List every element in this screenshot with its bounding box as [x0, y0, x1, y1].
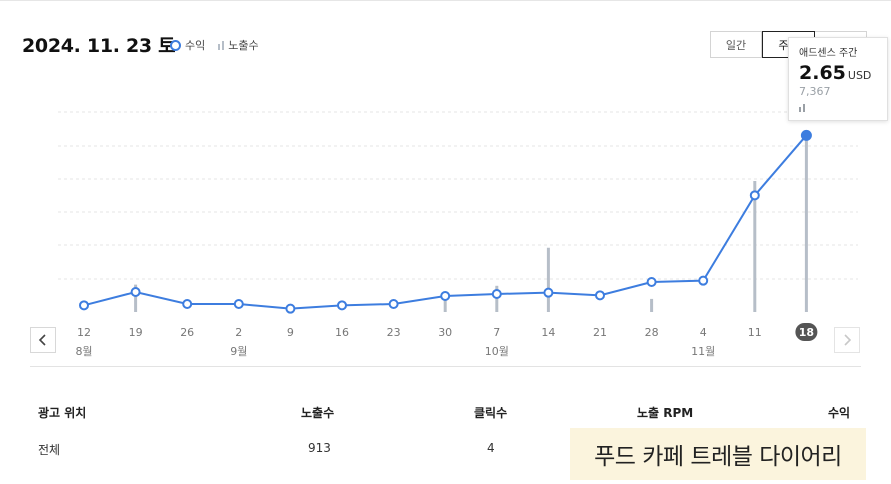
- x-tick-label: 2: [235, 326, 242, 339]
- revenue-point: [491, 289, 502, 299]
- table-cell-position: 전체: [38, 443, 61, 457]
- table-header-clicks: 클릭수: [474, 406, 508, 420]
- revenue-point: [182, 299, 193, 309]
- x-month-label: 11월: [691, 345, 715, 358]
- revenue-point: [543, 287, 554, 298]
- x-tick-label: 4: [700, 326, 707, 339]
- table-header-rpm: 노출 RPM: [637, 406, 694, 420]
- tab-daily[interactable]: 일간: [710, 31, 762, 58]
- tooltip-title: 애드센스 주간: [799, 48, 858, 59]
- revenue-point: [440, 291, 451, 301]
- impressions-legend-icon: [218, 40, 225, 50]
- table-header-revenue: 수익: [828, 406, 851, 420]
- x-month-label: 8월: [75, 345, 92, 358]
- x-tick-label: 19: [129, 326, 143, 339]
- x-tick-label: 14: [541, 326, 555, 339]
- chevron-right-icon[interactable]: [834, 327, 860, 353]
- x-tick-label: 18: [799, 326, 814, 339]
- x-month-label: 10월: [485, 345, 509, 358]
- x-tick-label: 21: [593, 326, 607, 339]
- x-tick-label: 23: [387, 326, 401, 339]
- selected-point: [800, 129, 812, 141]
- x-tick-label: 28: [645, 326, 659, 339]
- impressions-legend-label: 노출수: [228, 39, 259, 52]
- chart-legend: 수익 노출수: [170, 37, 259, 53]
- table-cell-clicks: 4: [487, 441, 495, 455]
- x-tick-label: 16: [335, 326, 349, 339]
- chart-tooltip: 애드센스 주간 2.65 USD 7,367: [788, 37, 888, 121]
- divider: [30, 366, 861, 367]
- table-cell-impressions: 913: [308, 441, 331, 455]
- selected-week-badge: [795, 323, 818, 341]
- x-tick-label: 7: [493, 326, 500, 339]
- revenue-point: [130, 287, 141, 297]
- revenue-line: [83, 134, 808, 310]
- revenue-point: [595, 290, 605, 301]
- x-tick-label: 12: [77, 326, 91, 339]
- revenue-point: [388, 299, 399, 309]
- watermark-overlay: 푸드 카페 트레블 다이어리: [570, 428, 866, 480]
- tooltip-impressions: 7,367: [799, 85, 831, 98]
- x-tick-label: 9: [287, 326, 294, 339]
- tooltip-value: 2.65: [799, 62, 846, 84]
- revenue-point: [285, 303, 296, 314]
- table-header-position: 광고 위치: [38, 406, 87, 420]
- table-header-impressions: 노출수: [301, 406, 335, 420]
- top-border: [0, 0, 891, 1]
- x-month-label: 9월: [230, 345, 247, 358]
- revenue-point: [646, 277, 657, 287]
- x-tick-label: 11: [748, 326, 762, 339]
- page-date: 2024. 11. 23 토: [22, 35, 176, 57]
- x-tick-label: 26: [180, 326, 194, 339]
- tooltip-unit: USD: [847, 69, 872, 82]
- revenue-point: [337, 300, 347, 311]
- revenue-point: [698, 275, 709, 286]
- revenue-point: [233, 299, 244, 309]
- revenue-legend-icon: [170, 39, 181, 51]
- bar-chart-icon: [799, 102, 877, 112]
- revenue-chart: 12 19 26 2 9 16 23 30 7 14 21 28 4 11 18 8월 9월 10월 11월: [58, 111, 858, 358]
- revenue-point: [79, 300, 89, 311]
- chevron-left-icon[interactable]: [30, 327, 56, 353]
- revenue-point: [749, 190, 760, 201]
- revenue-legend-label: 수익: [185, 39, 206, 52]
- x-tick-label: 30: [438, 326, 452, 339]
